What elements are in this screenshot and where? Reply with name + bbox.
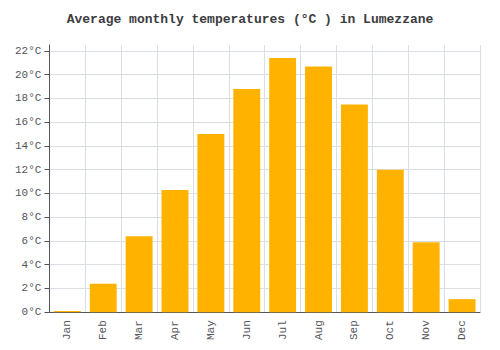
svg-text:4°C: 4°C	[22, 259, 42, 271]
svg-text:Jan: Jan	[61, 320, 73, 340]
svg-text:22°C: 22°C	[15, 45, 42, 57]
svg-text:12°C: 12°C	[15, 164, 42, 176]
svg-text:Jun: Jun	[241, 320, 253, 340]
svg-text:Jul: Jul	[277, 320, 289, 340]
svg-text:16°C: 16°C	[15, 116, 42, 128]
svg-text:Dec: Dec	[456, 320, 468, 340]
svg-text:8°C: 8°C	[22, 211, 42, 223]
svg-text:Mar: Mar	[133, 320, 145, 340]
svg-text:Oct: Oct	[384, 320, 396, 340]
svg-text:6°C: 6°C	[22, 235, 42, 247]
svg-text:0°C: 0°C	[22, 306, 42, 318]
svg-text:20°C: 20°C	[15, 69, 42, 81]
svg-text:Sep: Sep	[348, 320, 360, 340]
svg-text:2°C: 2°C	[22, 282, 42, 294]
svg-text:18°C: 18°C	[15, 92, 42, 104]
svg-text:Nov: Nov	[420, 320, 432, 340]
svg-text:Average monthly temperatures (: Average monthly temperatures (°C ) in Lu…	[67, 12, 434, 27]
svg-text:14°C: 14°C	[15, 140, 42, 152]
svg-text:10°C: 10°C	[15, 187, 42, 199]
svg-text:May: May	[205, 320, 217, 340]
svg-text:Apr: Apr	[169, 320, 181, 340]
svg-text:Aug: Aug	[313, 320, 325, 340]
svg-text:Feb: Feb	[97, 320, 109, 340]
